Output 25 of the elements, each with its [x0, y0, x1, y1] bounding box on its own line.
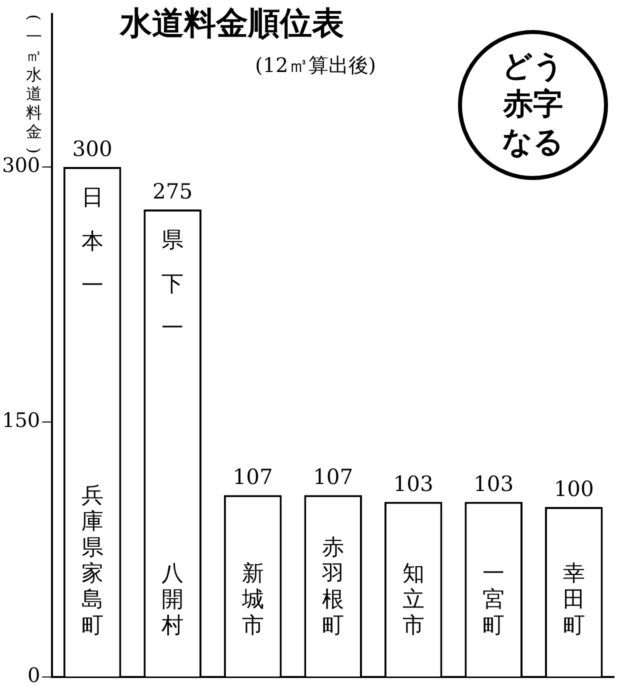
annotation: 赤字	[502, 86, 564, 124]
text: (12㎥算出後)	[255, 52, 376, 79]
annotation: どう	[501, 48, 565, 86]
x-tick-label: 兵庫県家島町	[81, 484, 104, 639]
annotation: なる	[501, 124, 565, 162]
x-tick-label: 幸田町	[562, 562, 585, 639]
data-label: 107	[232, 465, 273, 490]
data-label: 107	[313, 465, 354, 490]
data-label: 300	[72, 136, 112, 161]
y-tick-label: 300	[2, 153, 40, 178]
annotation: 県下一	[162, 228, 184, 342]
annotation: 日本一	[81, 186, 104, 299]
data-label: 103	[474, 472, 514, 496]
y-axis-title: (一㎥水道料金)	[24, 13, 44, 156]
y-tick-label: 0	[27, 663, 40, 688]
x-tick-label: 八開村	[160, 562, 184, 639]
x-tick-label: 知立市	[402, 562, 424, 639]
y-tick-label: 150	[2, 408, 40, 432]
data-label: 275	[152, 179, 193, 204]
x-tick-label: 新城市	[240, 562, 264, 639]
x-tick-label: 赤羽根町	[321, 536, 344, 639]
x-tick-label: 一宮町	[482, 562, 505, 639]
chart-title: 水道料金順位表	[120, 3, 344, 44]
data-label: 103	[393, 472, 434, 496]
data-label: 100	[554, 476, 594, 501]
